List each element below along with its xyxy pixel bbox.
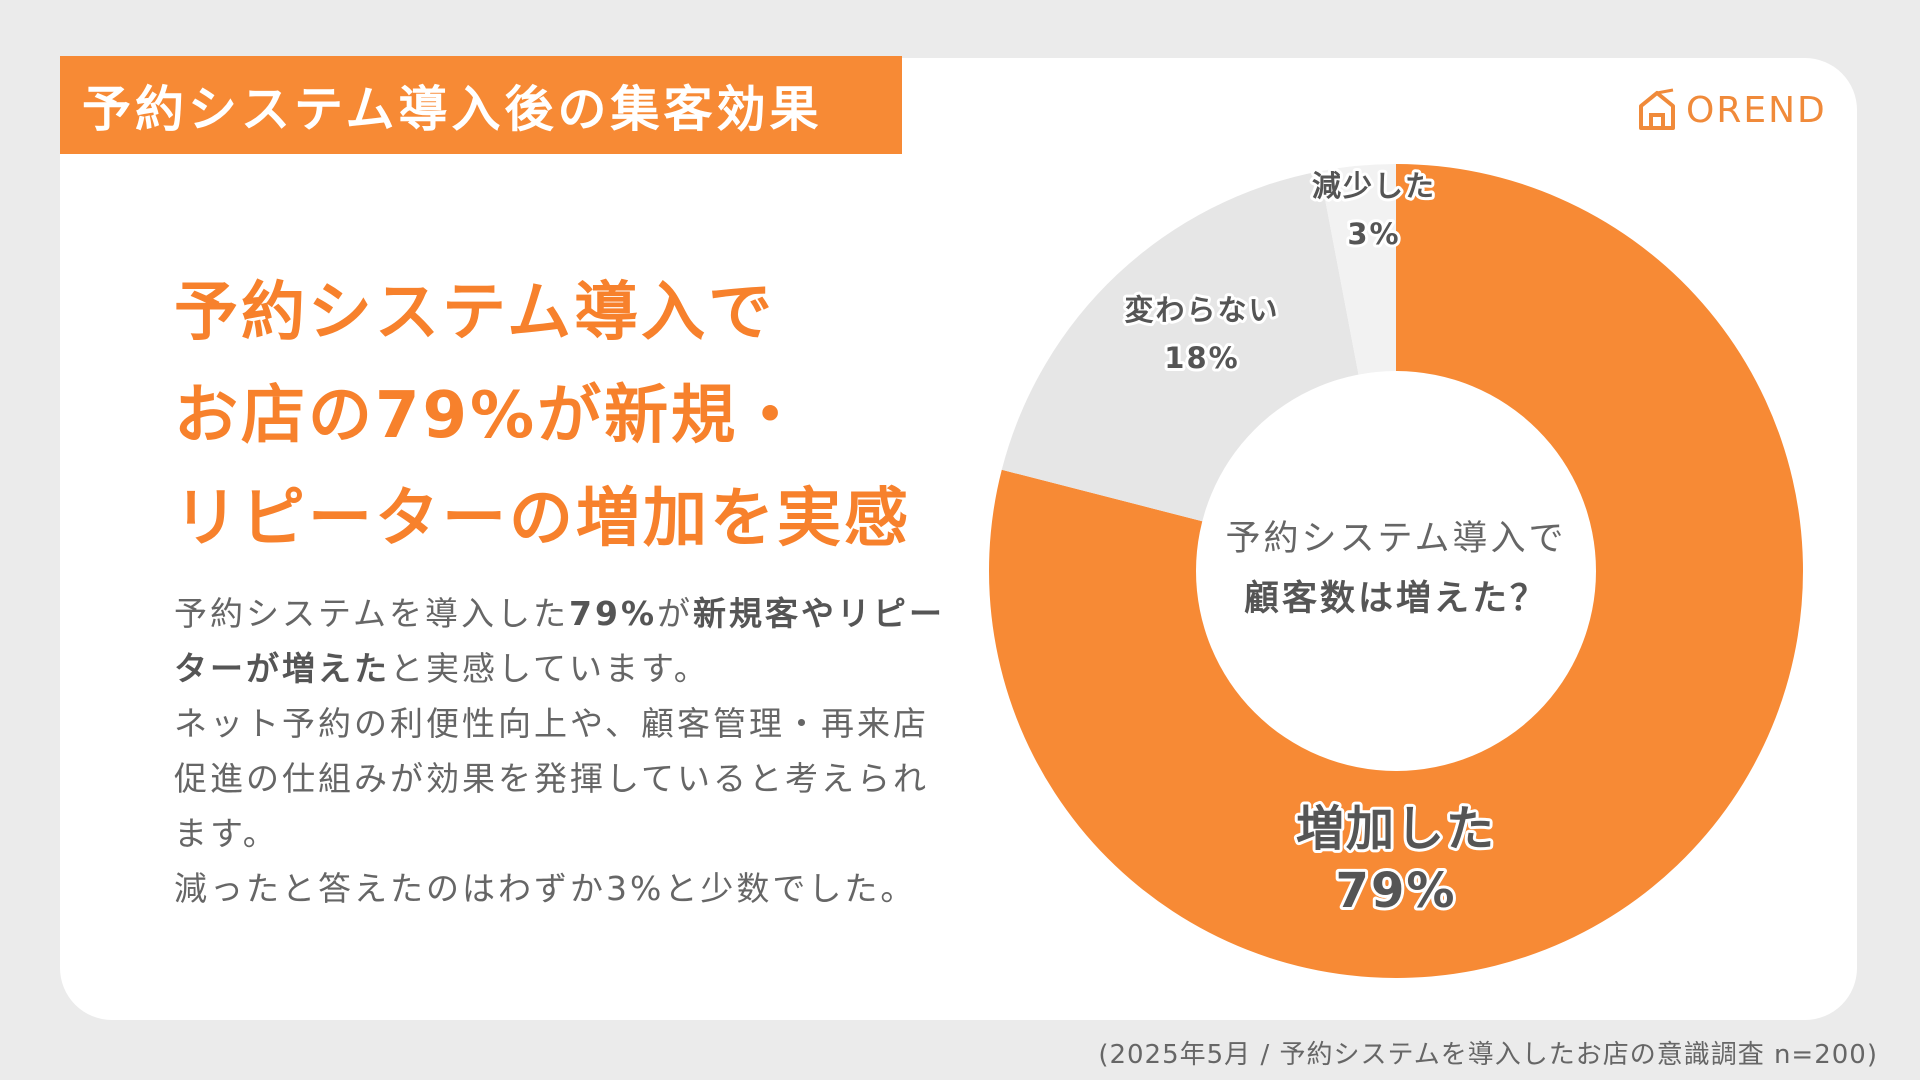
banner-title: 予約システム導入後の集客効果 <box>82 80 823 138</box>
center-text-line: 顧客数は増えた？ <box>1244 578 1548 619</box>
body-bold-run: 新規客やリピーターが増えた <box>174 594 946 688</box>
body-paragraph: 減ったと答えたのはわずか3%と少数でした。 <box>174 869 917 908</box>
logo-text: OREND <box>1686 89 1827 131</box>
body-text: 予約システムを導入した79%が新規客やリピーターが増えたと実感しています。 ネッ… <box>174 586 954 916</box>
donut-hole <box>1196 371 1596 771</box>
slice-value: 3% <box>1347 217 1400 251</box>
logo: OREND <box>1636 88 1827 132</box>
headline: 予約システム導入で お店の79%が新規・ リピーターの増加を実感 <box>174 262 974 571</box>
headline-line: 予約システム導入で <box>174 276 776 350</box>
chart-center: 予約システム導入で 顧客数は増えた？ <box>1196 371 1596 771</box>
center-text-line: 予約システム導入で <box>1226 519 1567 559</box>
body-text-run: と実感しています。 <box>390 649 710 688</box>
body-paragraph: 予約システムを導入した79%が新規客やリピーターが増えたと実感しています。 <box>174 586 954 696</box>
body-bold-run: 79% <box>569 594 658 633</box>
slice-value: 18% <box>1164 341 1239 375</box>
source-note: (2025年5月 / 予約システムを導入したお店の意識調査 n=200) <box>1098 1040 1878 1070</box>
body-text-run: 予約システムを導入した <box>174 594 570 633</box>
headline-line: お店の79%が新規・ <box>174 379 806 453</box>
donut-chart: 予約システム導入で 顧客数は増えた？ 増加した 79% 変わらない 18% 減少した 3% <box>989 164 1803 978</box>
body-paragraph: ネット予約の利便性向上や、顧客管理・再来店促進の仕組みが効果を発揮していると考え… <box>174 704 930 853</box>
chart-labels: 増加した 79% 変わらない 18% 減少した 3% <box>1121 166 1497 922</box>
slice-label: 減少した <box>1312 169 1436 203</box>
slice-label: 増加した <box>1296 801 1496 857</box>
slice-label: 変わらない <box>1124 293 1279 327</box>
slice-value: 79% <box>1336 863 1457 919</box>
headline-line: リピーターの増加を実感 <box>174 482 911 556</box>
house-logo-icon <box>1639 88 1675 130</box>
body-text-run: が <box>657 594 694 633</box>
title-banner: 予約システム導入後の集客効果 <box>60 56 902 154</box>
